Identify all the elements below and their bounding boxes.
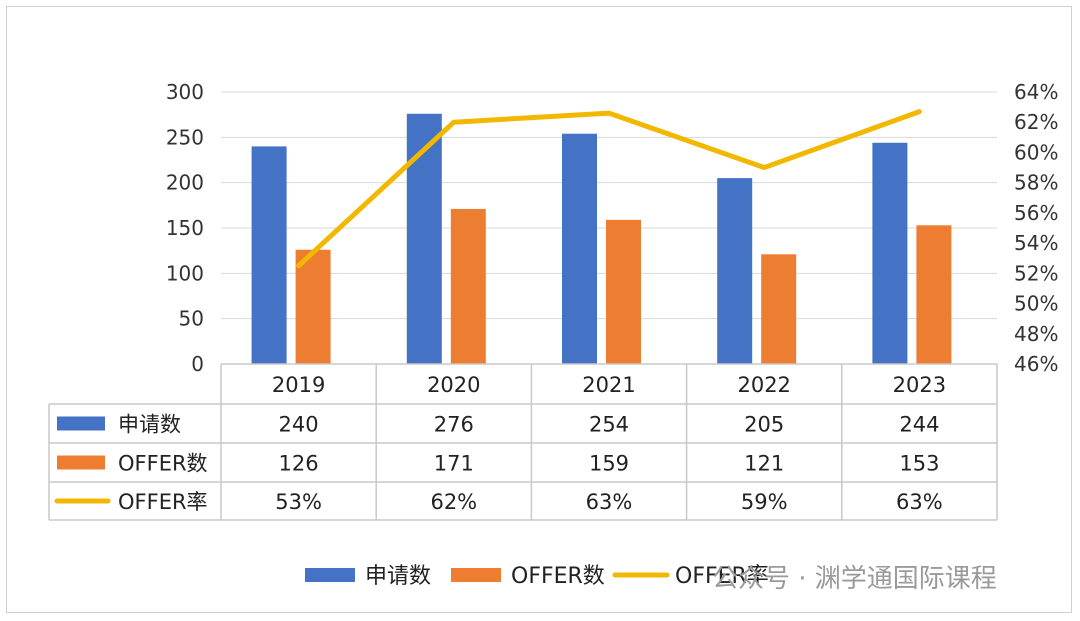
bar-申请数-2019 [251, 146, 287, 364]
bar-申请数-2021 [562, 133, 597, 364]
table-cell-value: 205 [744, 413, 784, 437]
y-left-tick-label: 50 [179, 307, 204, 331]
y-right-tick-label: 50% [1014, 292, 1058, 316]
y-left-tick-label: 250 [166, 125, 204, 149]
table-cell-value: 159 [589, 452, 629, 476]
table-legend-swatch [57, 416, 105, 431]
legend-swatch [451, 568, 501, 582]
table-cell-value: 121 [744, 452, 784, 476]
y-left-tick-label: 200 [166, 171, 204, 195]
bar-申请数-2023 [872, 142, 908, 364]
bar-OFFER数-2021 [606, 219, 641, 364]
watermark-text: 公众号 · 渊学通国际课程 [712, 564, 997, 594]
x-tick-label: 2020 [427, 373, 480, 397]
table-cell-value: 240 [279, 413, 319, 437]
table-cell-value: 53% [275, 490, 322, 514]
x-tick-label: 2022 [737, 373, 790, 397]
y-left-tick-label: 0 [191, 352, 204, 376]
y-right-tick-label: 58% [1014, 171, 1058, 195]
table-cell-value: 276 [434, 413, 474, 437]
bar-OFFER数-2023 [916, 225, 952, 364]
bar-OFFER数-2019 [295, 249, 331, 364]
y-right-tick-label: 62% [1014, 110, 1058, 134]
y-left-tick-label: 300 [166, 80, 204, 104]
table-cell-value: 126 [279, 452, 319, 476]
y-left-tick-label: 150 [166, 216, 204, 240]
table-cell-value: 153 [899, 452, 939, 476]
chart-frame [6, 6, 1072, 613]
bar-OFFER数-2022 [761, 254, 797, 364]
table-cell-value: 63% [896, 490, 943, 514]
y-right-tick-label: 64% [1014, 80, 1058, 104]
y-right-tick-label: 52% [1014, 261, 1058, 285]
legend-label: OFFER率 [675, 564, 769, 589]
bar-申请数-2022 [717, 178, 753, 364]
table-cell-value: 63% [586, 490, 633, 514]
y-right-tick-label: 56% [1014, 201, 1058, 225]
legend-label: 申请数 [365, 564, 431, 589]
table-cell-value: 171 [434, 452, 474, 476]
y-right-tick-label: 60% [1014, 140, 1058, 164]
table-cell-value: 254 [589, 413, 629, 437]
table-row-header: 申请数 [118, 413, 181, 437]
table-legend-swatch [57, 455, 105, 470]
x-tick-label: 2023 [893, 373, 946, 397]
table-cell-value: 244 [899, 413, 939, 437]
legend-swatch [305, 568, 355, 582]
bar-OFFER数-2020 [450, 208, 486, 364]
x-tick-label: 2019 [272, 373, 325, 397]
table-cell-value: 62% [430, 490, 477, 514]
x-tick-label: 2021 [582, 373, 635, 397]
y-right-tick-label: 54% [1014, 231, 1058, 255]
y-left-tick-label: 100 [166, 261, 204, 285]
table-row-header: OFFER数 [118, 452, 208, 476]
legend-label: OFFER数 [511, 564, 605, 589]
y-right-tick-label: 48% [1014, 322, 1058, 346]
table-row-header: OFFER率 [118, 490, 208, 514]
bar-申请数-2020 [406, 113, 442, 364]
table-cell-value: 59% [741, 490, 788, 514]
y-right-tick-label: 46% [1014, 352, 1058, 376]
